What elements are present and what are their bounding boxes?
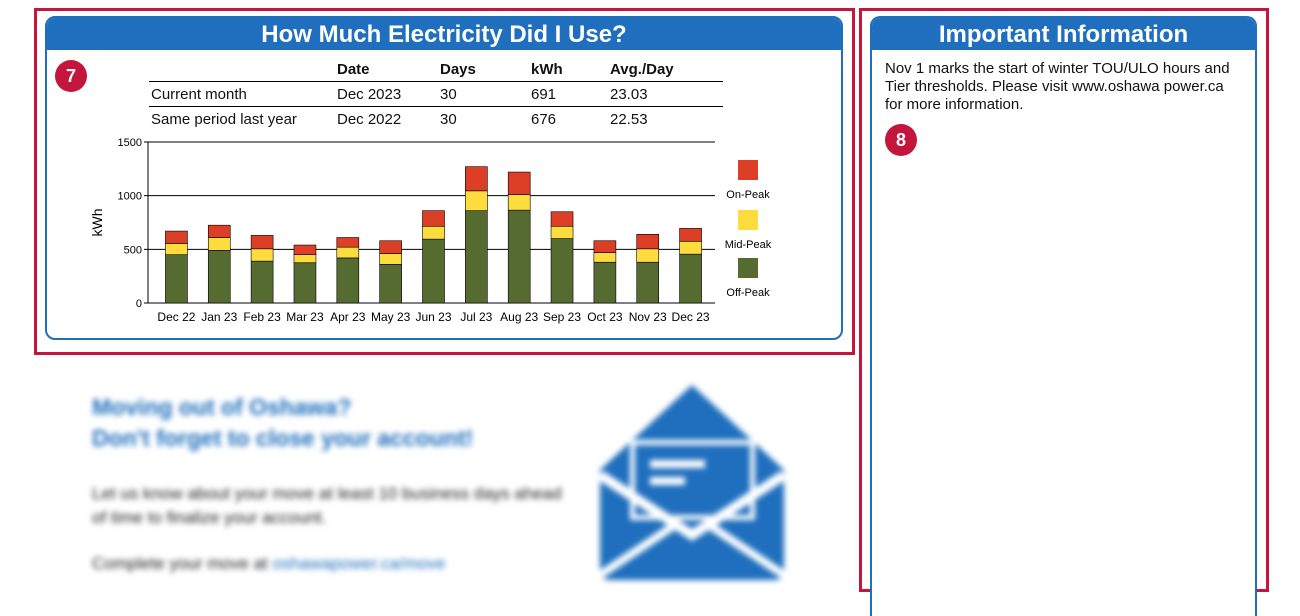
info-text: Nov 1 marks the start of winter TOU/ULO … — [885, 60, 1230, 113]
x-tick-label: Nov 23 — [629, 310, 667, 324]
bar-segment-mid-peak — [465, 190, 488, 211]
legend-swatch-mid-peak — [738, 210, 758, 230]
bar-segment-off-peak — [379, 264, 402, 304]
bar-segment-mid-peak — [636, 248, 660, 263]
x-tick-label: Jul 23 — [460, 310, 492, 324]
bar-segment-on-peak — [465, 166, 488, 192]
envelope-icon — [597, 385, 787, 580]
x-tick-label: Sep 23 — [543, 310, 581, 324]
legend-swatch-off-peak — [738, 258, 758, 278]
table-cell: Current month — [149, 81, 337, 107]
bar-segment-mid-peak — [679, 240, 702, 255]
x-tick-label: Apr 23 — [330, 310, 366, 324]
highlight-box-usage — [34, 8, 855, 355]
bar-segment-on-peak — [207, 224, 231, 238]
x-tick-label: Feb 23 — [243, 310, 281, 324]
x-tick-label: Oct 23 — [587, 310, 623, 324]
bar-segment-on-peak — [593, 240, 617, 253]
bar-segment-mid-peak — [379, 253, 402, 265]
usage-bar-chart: 0 500 1000 1500 kWh Dec 22 Jan 23 Feb 23 Mar 23 A… — [89, 137, 772, 324]
bar-segment-mid-peak — [507, 194, 531, 211]
usage-panel-title: How Much Electricity Did I Use? — [47, 18, 841, 50]
promo-link-prefix: Complete your move at — [92, 554, 273, 573]
bar-segment-on-peak — [293, 244, 317, 256]
table-cell: Dec 2023 — [337, 81, 440, 107]
bar-segment-on-peak — [422, 210, 445, 227]
y-tick-label: 1500 — [118, 137, 142, 149]
bar-segment-mid-peak — [593, 252, 617, 263]
bar-segment-on-peak — [379, 240, 402, 254]
bar-segment-off-peak — [207, 250, 231, 304]
bar-segment-off-peak — [465, 210, 488, 304]
table-row: Current month Dec 2023 30 691 23.03 — [149, 81, 723, 107]
bar-segment-on-peak — [165, 230, 188, 244]
x-tick-label: Jan 23 — [201, 310, 237, 324]
bar-segment-off-peak — [507, 209, 531, 304]
table-header-row: Date Days kWh Avg./Day — [149, 58, 723, 82]
x-tick-label: Mar 23 — [286, 310, 324, 324]
bar-segment-off-peak — [422, 238, 445, 304]
bar-segment-on-peak — [679, 228, 702, 242]
bar-segment-mid-peak — [422, 225, 445, 240]
promo-body: Let us know about your move at least 10 … — [92, 484, 562, 527]
promo-title: Moving out of Oshawa? Don't forget to cl… — [92, 392, 562, 454]
bar-segment-off-peak — [550, 238, 574, 304]
bar-segment-off-peak — [679, 253, 702, 304]
bar-segment-mid-peak — [207, 237, 231, 251]
bar-segment-on-peak — [550, 211, 574, 227]
table-header: Date — [337, 58, 440, 82]
bar-segment-off-peak — [593, 261, 617, 304]
table-header: Days — [440, 58, 531, 82]
info-panel: Important Information — [870, 16, 1257, 616]
x-tick-label: Dec 23 — [672, 310, 710, 324]
table-header: Avg./Day — [610, 58, 723, 82]
info-panel-title: Important Information — [872, 18, 1255, 50]
table-cell: 30 — [440, 81, 531, 107]
promo-link[interactable]: oshawapower.ca/move — [272, 554, 446, 573]
y-tick-label: 0 — [136, 298, 142, 310]
table-cell: 676 — [531, 110, 557, 128]
callout-badge-8: 8 — [885, 124, 917, 156]
bar-segment-off-peak — [636, 261, 660, 304]
y-tick-label: 1000 — [118, 191, 142, 203]
bar-segment-off-peak — [250, 260, 274, 304]
bar-segment-on-peak — [250, 235, 274, 250]
bar-segment-mid-peak — [165, 243, 188, 255]
bar-segment-on-peak — [336, 237, 360, 248]
promo-title-line: Don't forget to close your account! — [92, 425, 474, 451]
bar-segment-on-peak — [636, 234, 660, 250]
bar-segment-mid-peak — [250, 248, 274, 262]
legend-swatch-on-peak — [738, 160, 758, 180]
bar-segment-mid-peak — [550, 225, 574, 239]
table-header — [149, 58, 337, 82]
x-tick-label: Dec 22 — [157, 310, 195, 324]
usage-summary-table: Date Days kWh Avg./Day Current month Dec… — [149, 58, 723, 131]
callout-badge-7: 7 — [55, 60, 87, 92]
legend-label: Off-Peak — [726, 287, 770, 299]
x-tick-label: Jun 23 — [415, 310, 451, 324]
legend-label: On-Peak — [726, 189, 770, 201]
promo-title-line: Moving out of Oshawa? — [92, 394, 352, 420]
bar-segment-off-peak — [336, 257, 360, 304]
table-header: kWh — [531, 58, 610, 82]
table-cell: Same period last year — [151, 110, 297, 128]
bar-segment-off-peak — [165, 254, 188, 304]
table-row: Same period last year Dec 2022 30 676 22… — [149, 107, 723, 132]
x-tick-label: May 23 — [371, 310, 411, 324]
table-cell: 691 — [531, 81, 610, 107]
y-tick-label: 500 — [124, 244, 142, 256]
bar-segment-mid-peak — [336, 246, 360, 259]
table-cell: 22.53 — [610, 110, 648, 128]
bar-segment-mid-peak — [293, 254, 317, 264]
y-axis-label: kWh — [89, 209, 105, 237]
bar-segment-on-peak — [507, 171, 531, 195]
legend-label: Mid-Peak — [725, 239, 772, 251]
bar-segment-off-peak — [293, 262, 317, 304]
table-cell: 23.03 — [610, 81, 723, 107]
table-cell: Dec 2022 — [337, 110, 402, 128]
table-cell: 30 — [440, 110, 457, 128]
promo-link-line: Complete your move at oshawapower.ca/mov… — [92, 554, 612, 574]
x-tick-label: Aug 23 — [500, 310, 538, 324]
